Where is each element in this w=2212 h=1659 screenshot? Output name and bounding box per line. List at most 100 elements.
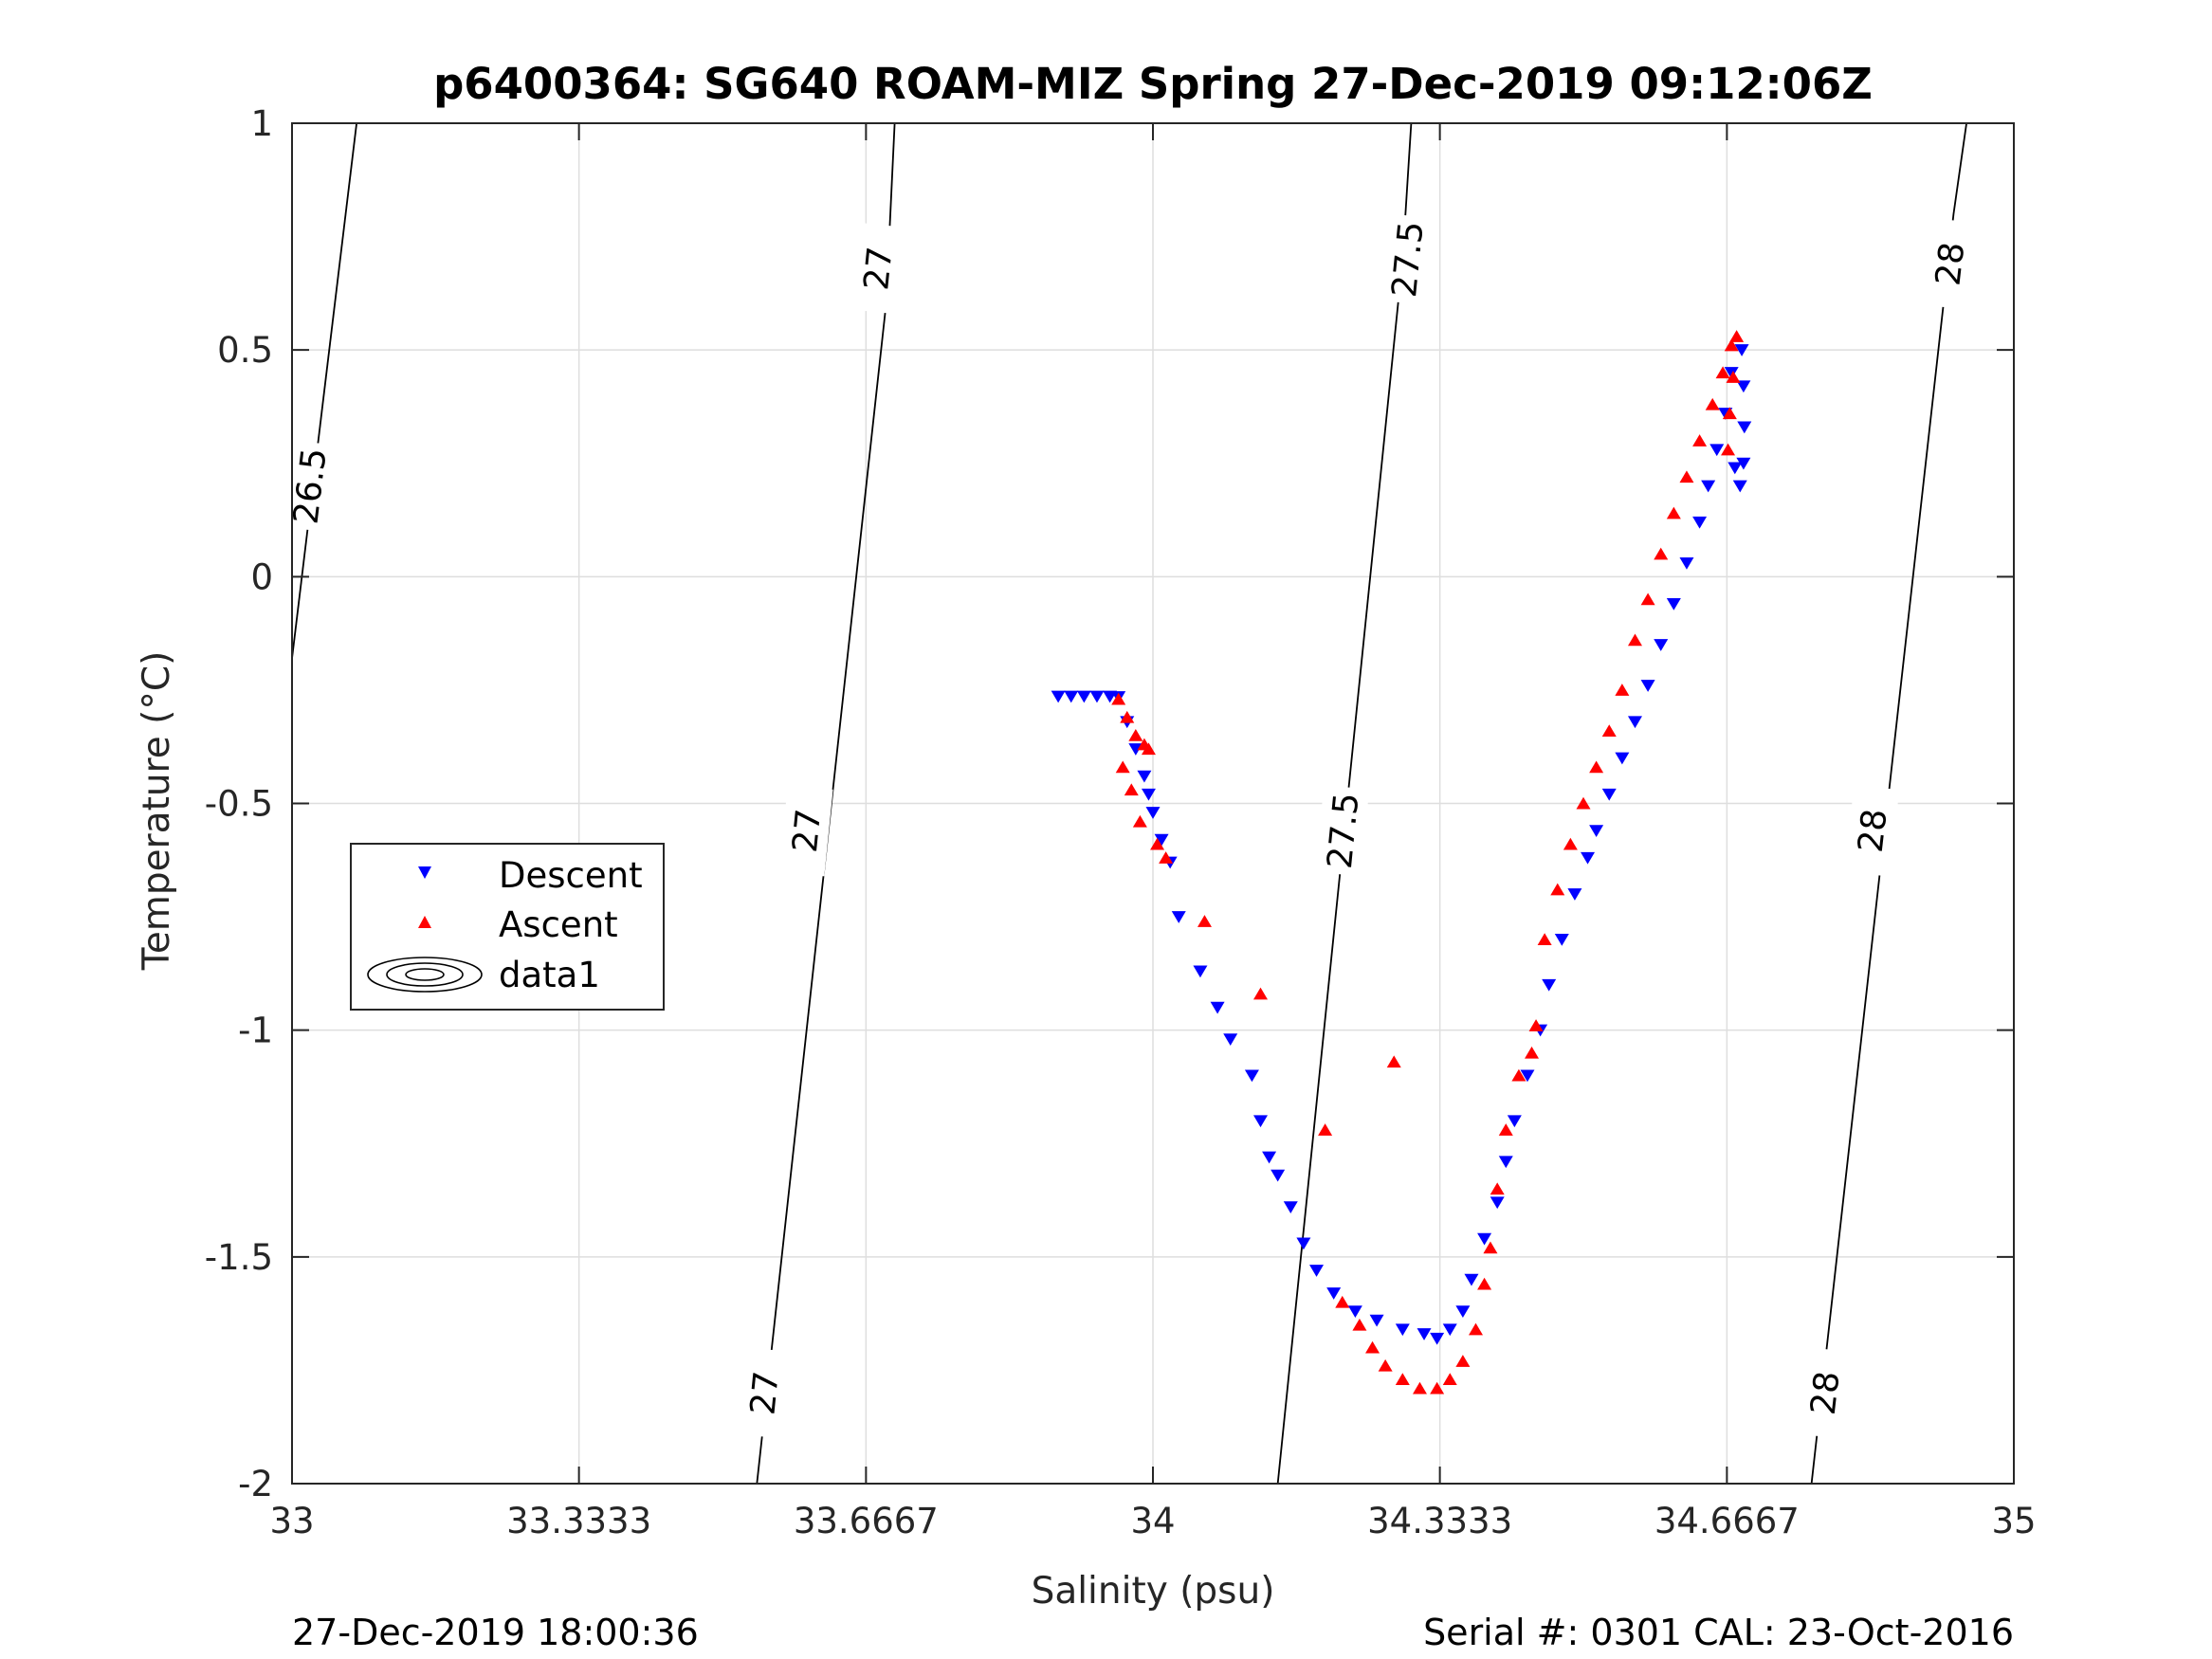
ascent-point: [1128, 729, 1143, 741]
ascent-point: [1120, 710, 1135, 723]
ascent-point: [1601, 724, 1617, 737]
descent-point: [1627, 716, 1642, 729]
contour-line-28: [1810, 122, 1967, 1485]
descent-point: [1193, 965, 1208, 978]
descent-point: [1477, 1232, 1492, 1246]
x-tick-label: 33.3333: [506, 1501, 651, 1541]
ascent-point: [1550, 883, 1565, 896]
ascent-point: [1365, 1340, 1380, 1354]
descent-point: [1640, 680, 1655, 692]
y-tick-label: 0: [250, 556, 273, 597]
descent-point: [1271, 1169, 1286, 1182]
ascent-point: [1726, 371, 1741, 383]
ascent-point: [1498, 1123, 1513, 1136]
descent-point: [1692, 516, 1708, 529]
legend-descent-marker: [418, 866, 431, 879]
chart-title: p6400364: SG640 ROAM-MIZ Spring 27-Dec-2…: [433, 59, 1873, 109]
descent-point: [1732, 480, 1747, 493]
legend-ascent-marker: [418, 916, 431, 928]
ascent-point: [1442, 1373, 1457, 1385]
descent-point: [1141, 788, 1156, 801]
ascent-point: [1132, 814, 1147, 828]
descent-point: [1262, 1151, 1277, 1164]
descent-point: [1076, 690, 1091, 703]
x-tick-label: 34: [1130, 1501, 1175, 1541]
ascent-point: [1150, 837, 1165, 850]
series-ascent: [1111, 330, 1745, 1395]
ascent-point: [1724, 338, 1739, 352]
contour-label-27: 27: [786, 807, 829, 854]
ascent-point: [1666, 506, 1681, 520]
descent-point: [1430, 1332, 1445, 1345]
ascent-point: [1511, 1068, 1526, 1082]
ascent-point: [1729, 330, 1745, 342]
x-axis-label: Salinity (psu): [1032, 1570, 1275, 1613]
legend-box: [350, 843, 665, 1011]
descent-point: [1701, 480, 1716, 493]
contour-label-gap: [1844, 784, 1900, 877]
contour-label-gap: [778, 785, 833, 877]
descent-point: [1326, 1287, 1342, 1300]
y-tick-label: -1.5: [205, 1237, 273, 1278]
descent-point: [1171, 911, 1186, 923]
contour-label-gap: [281, 440, 338, 533]
density-contours: 26.5 27 27 27 27.5 27.5 28 28 28: [281, 122, 1977, 1485]
ascent-point: [1386, 1055, 1401, 1068]
ascent-point: [1528, 1019, 1544, 1031]
ascent-point: [1715, 366, 1730, 379]
series-descent: [1051, 344, 1752, 1345]
descent-point: [1734, 344, 1749, 356]
y-tick-label: -0.5: [205, 784, 273, 825]
descent-point: [1737, 421, 1752, 434]
ascent-point: [1318, 1123, 1333, 1136]
descent-point: [1051, 690, 1066, 703]
contour-label-27: 27: [857, 245, 900, 292]
ascent-point: [1525, 1046, 1540, 1059]
ascent-point: [1352, 1318, 1367, 1331]
contour-label-27-5: 27.5: [1385, 220, 1432, 300]
ascent-point: [1378, 1358, 1393, 1372]
descent-point: [1442, 1323, 1457, 1337]
y-tick-label: -1: [238, 1011, 273, 1051]
ascent-point: [1692, 434, 1708, 447]
descent-point: [1520, 1069, 1535, 1083]
descent-point: [1154, 833, 1169, 847]
descent-point: [1724, 367, 1739, 379]
ascent-point: [1455, 1355, 1471, 1367]
legend-ascent-label: Ascent: [499, 904, 618, 945]
contour-label-28: 28: [1804, 1369, 1848, 1416]
descent-point: [1145, 807, 1161, 819]
ascent-point: [1159, 851, 1174, 864]
descent-point: [1137, 770, 1152, 783]
descent-point: [1709, 444, 1725, 457]
descent-point: [1089, 690, 1105, 703]
ascent-point: [1679, 470, 1694, 483]
descent-point: [1666, 598, 1681, 611]
descent-point: [1567, 888, 1582, 901]
ascent-point: [1615, 684, 1630, 696]
descent-point: [1728, 462, 1743, 475]
descent-point: [1654, 639, 1669, 651]
ascent-point: [1335, 1295, 1350, 1308]
ascent-point: [1483, 1241, 1498, 1254]
contour-label-28: 28: [1852, 807, 1895, 854]
ascent-point: [1395, 1373, 1410, 1385]
x-tick-label: 34.6667: [1654, 1501, 1800, 1541]
ascent-point: [1412, 1381, 1427, 1395]
descent-point: [1736, 457, 1751, 470]
ascent-point: [1721, 443, 1736, 456]
descent-point: [1507, 1115, 1522, 1128]
descent-point: [1581, 851, 1596, 865]
contour-label-27: 27: [743, 1370, 786, 1417]
descent-point: [1296, 1237, 1311, 1250]
contour-label-gap: [1797, 1346, 1853, 1439]
ascent-point: [1654, 547, 1669, 560]
x-tick-label: 33: [269, 1501, 314, 1541]
ascent-point: [1563, 837, 1578, 850]
footer-timestamp: 27-Dec-2019 18:00:36: [292, 1612, 699, 1653]
x-tick-label: 33.6667: [794, 1501, 939, 1541]
legend-contour-icon: [367, 957, 483, 993]
descent-point: [1736, 380, 1751, 393]
ascent-point: [1111, 692, 1126, 705]
ascent-point: [1640, 592, 1655, 606]
